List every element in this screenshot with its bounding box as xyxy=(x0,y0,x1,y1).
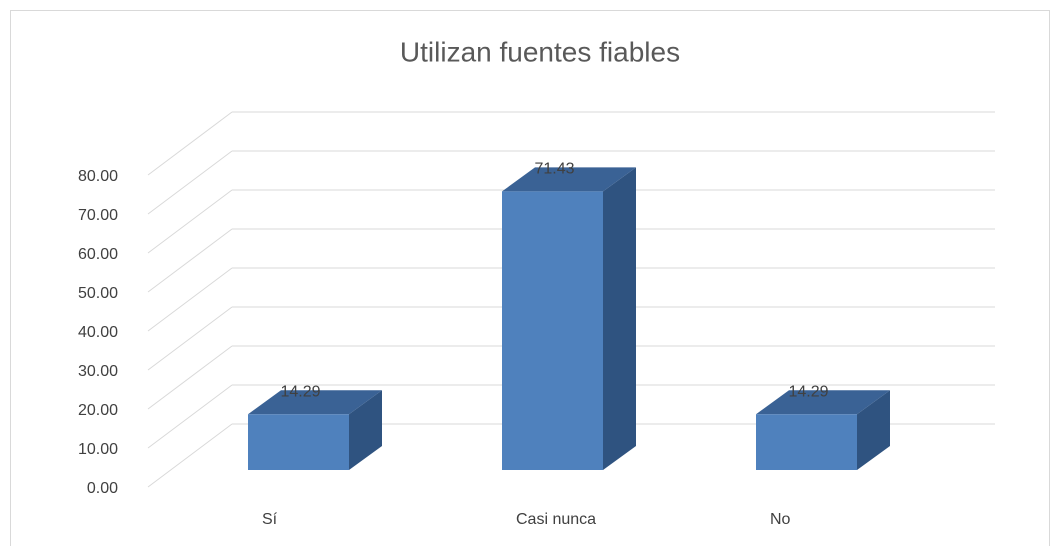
y-tick-label: 70.00 xyxy=(78,207,118,224)
grid-line xyxy=(147,189,233,254)
bar xyxy=(502,167,636,470)
grid-line xyxy=(147,423,233,488)
grid-line xyxy=(147,228,233,293)
y-tick-label: 80.00 xyxy=(78,168,118,185)
grid-line xyxy=(147,111,233,176)
x-tick-label: Casi nunca xyxy=(516,511,596,528)
chart-title: Utilizan fuentes fiables xyxy=(400,36,680,67)
bar-front xyxy=(756,414,857,470)
grid-line xyxy=(147,150,233,215)
data-label: 71.43 xyxy=(534,161,574,178)
bar-front xyxy=(248,414,349,470)
x-tick-label: No xyxy=(770,511,791,528)
data-label: 14.29 xyxy=(788,383,828,400)
y-tick-label: 60.00 xyxy=(78,246,118,263)
bar-side xyxy=(349,390,382,470)
y-tick-label: 30.00 xyxy=(78,363,118,380)
grid-line xyxy=(147,384,233,449)
y-tick-label: 40.00 xyxy=(78,324,118,341)
bar-side xyxy=(603,167,636,470)
bar-top xyxy=(502,167,636,192)
bar-top xyxy=(756,390,890,415)
bar-top xyxy=(248,390,382,415)
grid-line xyxy=(147,306,233,371)
y-tick-label: 10.00 xyxy=(78,441,118,458)
y-tick-label: 20.00 xyxy=(78,402,118,419)
y-tick-label: 0.00 xyxy=(87,480,118,497)
bar-side xyxy=(857,390,890,470)
y-tick-label: 50.00 xyxy=(78,285,118,302)
bar-front xyxy=(502,191,603,470)
grid-line xyxy=(147,345,233,410)
bar xyxy=(248,390,382,470)
bar xyxy=(756,390,890,470)
data-label: 14.29 xyxy=(280,383,320,400)
grid-line xyxy=(147,267,233,332)
x-tick-label: Sí xyxy=(262,511,278,528)
